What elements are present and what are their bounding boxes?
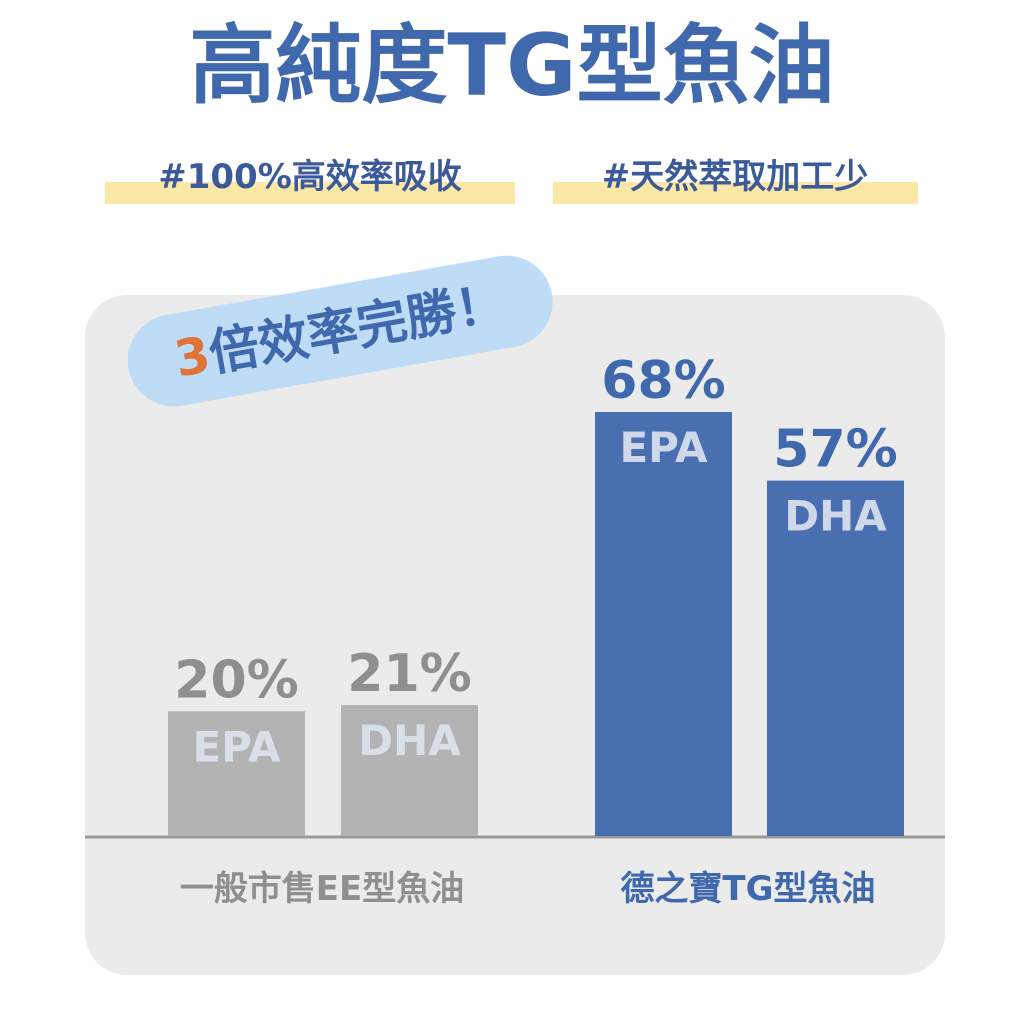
badge-pill bbox=[127, 255, 553, 407]
bar bbox=[168, 711, 305, 836]
bar bbox=[595, 412, 732, 836]
title: 高純度TG型魚油 bbox=[189, 16, 834, 116]
bar bbox=[767, 480, 904, 836]
tag: #100%高效率吸收 bbox=[158, 157, 462, 197]
bar-label: DHA bbox=[784, 492, 887, 541]
tag-highlight bbox=[105, 182, 515, 204]
bar bbox=[341, 705, 478, 836]
bar-label: EPA bbox=[192, 722, 281, 771]
value-label: 57% bbox=[773, 420, 897, 480]
bars: 一般市售EE型魚油 20% EPA 21% DHA 德之寶TG型魚油 68% EPA 57% DH… bbox=[168, 351, 904, 909]
value-label: 21% bbox=[347, 644, 471, 704]
bar-label: EPA bbox=[619, 423, 708, 472]
value-label: 68% bbox=[601, 351, 725, 411]
tag-highlight bbox=[553, 182, 918, 204]
tag: #天然萃取加工少 bbox=[602, 157, 869, 197]
group-label: 一般市售EE型魚油 bbox=[180, 869, 464, 909]
bar-label: DHA bbox=[358, 716, 461, 765]
group-label: 德之寶TG型魚油 bbox=[620, 869, 875, 909]
value-label: 20% bbox=[174, 650, 298, 710]
